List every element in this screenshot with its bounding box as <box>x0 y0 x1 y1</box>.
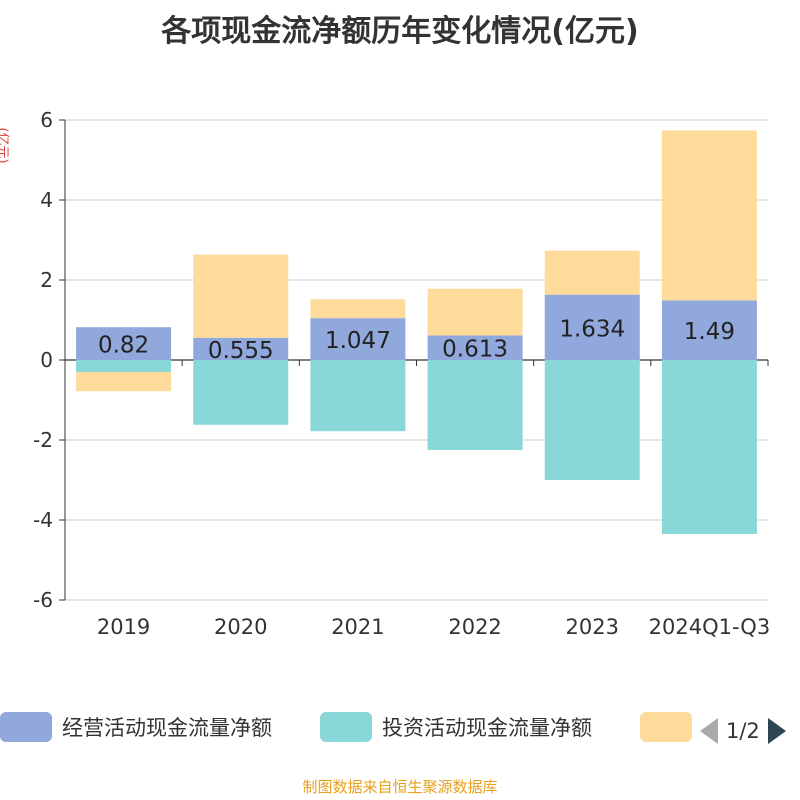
chart-title: 各项现金流净额历年变化情况(亿元) <box>161 14 639 49</box>
bar-investing <box>310 360 406 432</box>
legend: 经营活动现金流量净额 投资活动现金流量净额 1/2 <box>0 712 800 756</box>
legend-item-investing[interactable]: 投资活动现金流量净额 <box>320 712 592 742</box>
legend-next-page-icon[interactable] <box>767 718 786 744</box>
bar-financing <box>427 288 523 336</box>
y-tick-label: -4 <box>33 508 53 532</box>
bar-investing <box>76 360 172 372</box>
bar-operating <box>193 337 289 360</box>
legend-swatch-financing <box>640 712 692 742</box>
legend-label-operating: 经营活动现金流量净额 <box>62 716 272 740</box>
data-label: 0.82 <box>98 333 149 359</box>
y-tick-label: 0 <box>40 348 53 372</box>
legend-item-financing[interactable] <box>640 712 692 742</box>
bar-financing <box>193 254 289 338</box>
legend-swatch-investing <box>320 712 372 742</box>
legend-pager: 1/2 <box>700 718 786 744</box>
bar-operating <box>661 300 757 360</box>
data-label: 1.047 <box>325 328 391 354</box>
data-source-footer: 制图数据来自恒生聚源数据库 <box>302 778 498 796</box>
bar-investing <box>544 360 640 480</box>
chart-area: 6 4 2 0 -2 -4 -6 0.82 2019 0.555 2020 1.047 2021 0.61… <box>33 108 771 639</box>
y-tick-label: 2 <box>40 268 53 292</box>
bar-investing <box>661 360 757 534</box>
x-tick-label: 2023 <box>566 615 619 639</box>
legend-prev-page-icon[interactable] <box>700 718 718 744</box>
bar-investing <box>193 360 289 425</box>
bar-financing <box>310 299 406 319</box>
data-label: 1.49 <box>684 319 735 345</box>
data-label: 0.613 <box>442 337 508 363</box>
x-tick-label: 2019 <box>97 615 150 639</box>
bar-operating <box>544 294 640 360</box>
bar-investing <box>427 360 523 450</box>
y-tick-label: 4 <box>40 188 53 212</box>
bar-financing <box>544 250 640 295</box>
y-tick-label: -6 <box>33 588 53 612</box>
x-tick-label: 2024Q1-Q3 <box>649 615 771 639</box>
bar-operating <box>427 335 523 360</box>
x-tick-label: 2020 <box>214 615 267 639</box>
legend-item-operating[interactable]: 经营活动现金流量净额 <box>0 712 272 742</box>
bar-operating <box>76 327 172 360</box>
legend-label-investing: 投资活动现金流量净额 <box>382 716 592 740</box>
legend-swatch-operating <box>0 712 52 742</box>
legend-page-indicator: 1/2 <box>726 719 760 743</box>
data-label: 0.555 <box>208 338 274 364</box>
x-tick-label: 2022 <box>448 615 501 639</box>
bar-financing <box>661 130 757 301</box>
y-tick-label: -2 <box>33 428 53 452</box>
data-label: 1.634 <box>559 316 625 342</box>
x-tick-label: 2021 <box>331 615 384 639</box>
bar-operating <box>310 318 406 360</box>
y-tick-label: 6 <box>40 108 53 132</box>
bar-financing <box>76 372 172 392</box>
